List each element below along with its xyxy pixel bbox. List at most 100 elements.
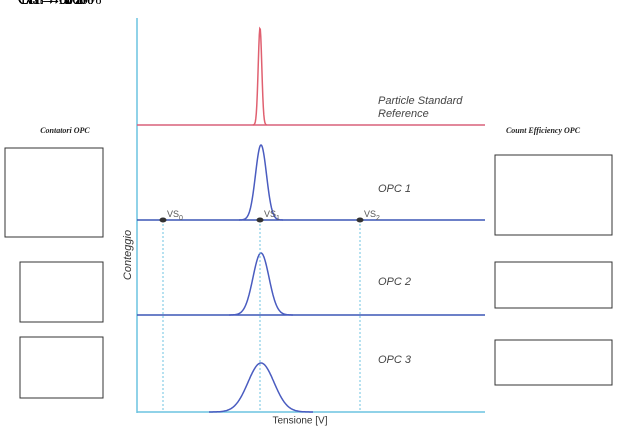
curve-label: OPC 1 [378,183,411,195]
threshold-sub: 2 [376,215,380,222]
peak [239,144,283,221]
value: 0 [59,0,67,8]
subscript: s1 [33,0,38,6]
value: N/2 [59,0,83,8]
efficiency-box [494,339,613,386]
peak [252,26,267,126]
symbol: N [21,0,33,8]
symbol: CH [18,0,41,8]
efficiency-box [494,154,613,236]
right-panel-title: Count Efficiency OPC [506,126,581,135]
arrow: → [40,0,56,8]
symbol: CH [18,0,41,8]
subscript: 1 [40,0,43,6]
arrow: → [45,0,61,8]
symbol: CH [18,0,41,8]
symbol: CH [18,0,41,8]
left-panel-title: Contatori OPC [40,126,90,135]
panel-line: Ns1→N/2 [21,0,83,8]
arrow: → [45,0,61,8]
panel-line: CH2→0% [18,0,86,8]
symbol: CH [18,0,41,8]
value: N [59,0,71,8]
threshold-label: VS1 [264,209,280,221]
counter-box [4,147,104,238]
subscript: s1 [33,0,38,6]
symbol: N [21,0,33,8]
threshold-label: VS2 [364,209,380,221]
panel-line: Ns2→0 [21,0,67,8]
threshold-name: VS [264,209,276,219]
value: N/2 [59,0,83,8]
curve-label: OPC 2 [378,276,411,288]
counter-box [19,336,104,399]
symbol: N [21,0,33,8]
arrow: → [40,0,56,8]
subscript: 0 [40,0,43,6]
subscript: 1 [40,0,43,6]
panel-line: CH1→50% [18,0,94,8]
arrow: → [40,0,56,8]
value: 50% [64,0,93,8]
threshold-name: VS [167,209,179,219]
panel-line: CH1→50% [18,0,94,8]
value: 0 [59,0,67,8]
counter-box [19,261,104,323]
subscript: 2 [40,0,43,6]
value: 0% [64,0,85,8]
panel-line: CH0→100% [18,0,102,8]
threshold-label: VS0 [167,209,183,221]
panel-line: Ns0→N [21,0,71,8]
curve-label: Reference [378,108,429,120]
arrow: → [45,0,61,8]
subscript: 1 [40,0,43,6]
value: 0 [59,0,67,8]
value: 50% [64,0,93,8]
arrow: → [40,0,56,8]
panel-line: CH2→0% [18,0,86,8]
value: 100% [64,0,101,8]
arrow: → [40,0,56,8]
symbol: N [21,0,33,8]
threshold-marker [159,217,167,223]
peak [229,252,293,316]
panel-line: Ns2→0 [21,0,67,8]
subscript: 2 [40,0,43,6]
subscript: 2 [40,0,43,6]
threshold-marker [256,217,264,223]
value: 0% [64,0,85,8]
arrow: → [40,0,56,8]
arrow: → [45,0,61,8]
panel-line: CH2→0% [18,0,86,8]
panel-line: Ns1→N/2 [21,0,83,8]
subscript: s2 [33,0,38,6]
subscript: s1 [33,0,38,6]
curve-label: OPC 3 [378,354,412,366]
y-axis-label: Conteggio [122,230,134,280]
value: N/2 [59,0,83,8]
efficiency-box [494,261,613,309]
threshold-sub: 0 [179,215,183,222]
subscript: s2 [33,0,38,6]
subscript: s0 [33,0,38,6]
arrow: → [45,0,61,8]
symbol: N [21,0,33,8]
arrow: → [40,0,56,8]
curve-label: Particle Standard [378,95,463,107]
symbol: N [21,0,33,8]
panel-line: CH1→50% [18,0,94,8]
symbol: CH [18,0,41,8]
symbol: N [21,0,33,8]
peak [209,362,313,413]
arrow: → [45,0,61,8]
threshold-marker [356,217,364,223]
symbol: CH [18,0,41,8]
arrow: → [45,0,61,8]
value: 0% [64,0,85,8]
value: 50% [64,0,93,8]
panel-line: Ns2→0 [21,0,67,8]
threshold-name: VS [364,209,376,219]
threshold-sub: 1 [276,215,280,222]
